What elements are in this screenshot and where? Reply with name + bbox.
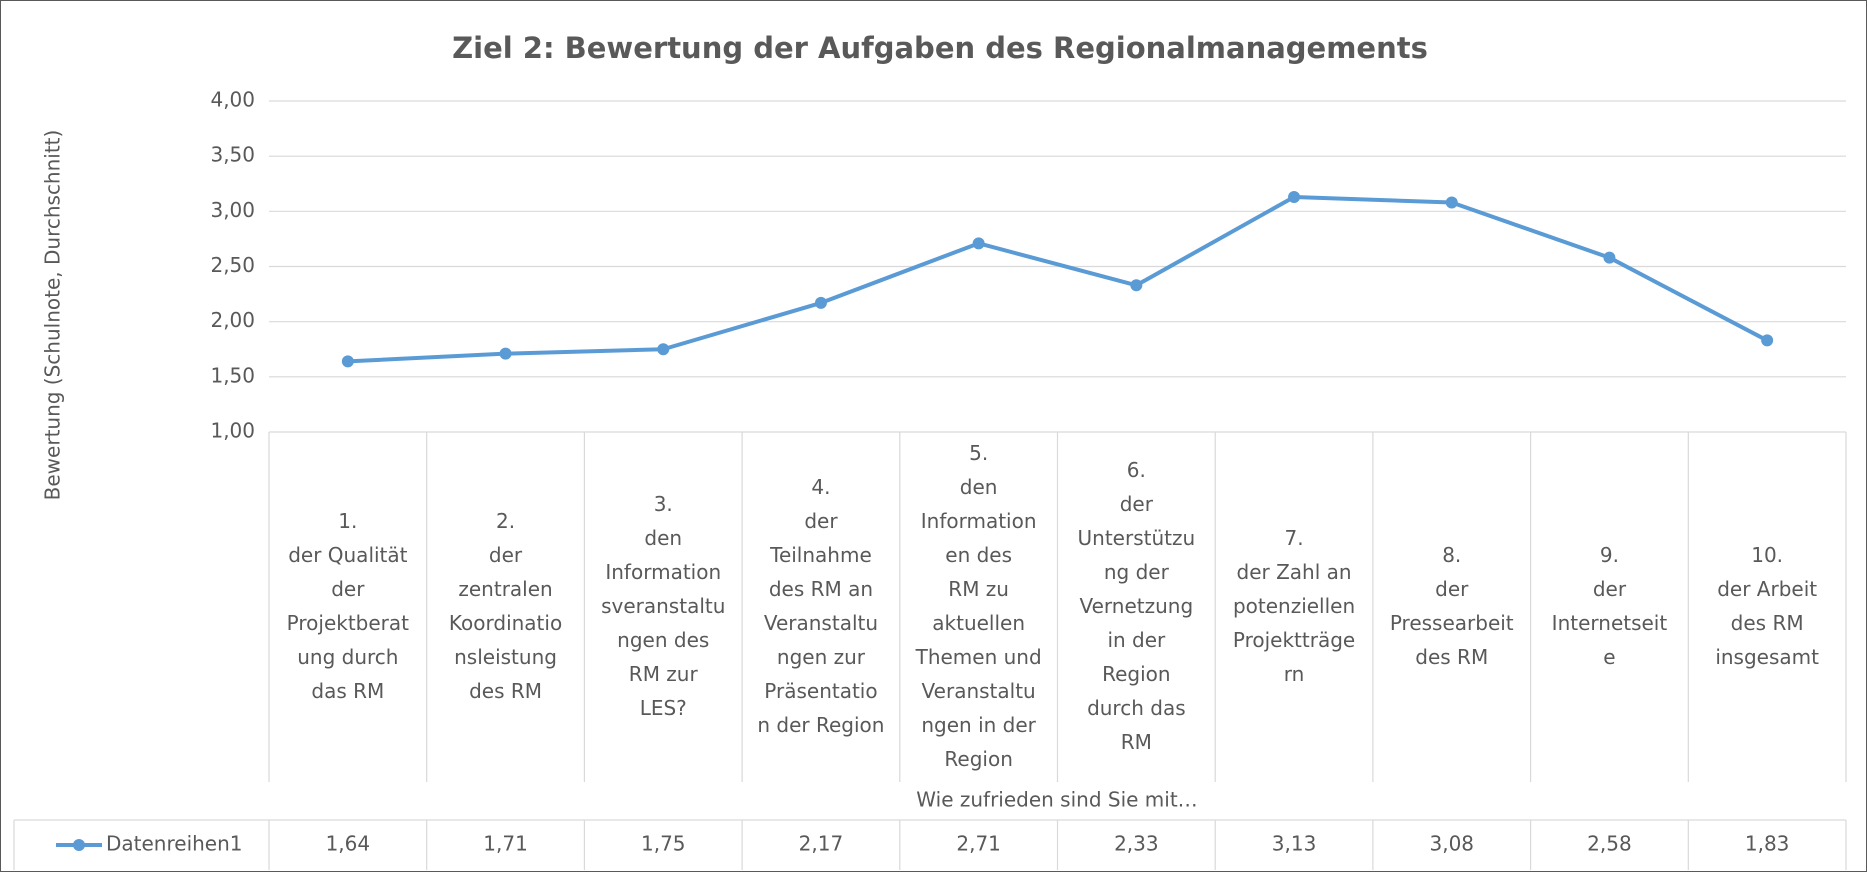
x-tick-label: 3. den Information sveranstaltu ngen des RM z… bbox=[601, 492, 725, 720]
x-axis-label: Wie zufrieden sind Sie mit… bbox=[916, 788, 1197, 812]
table-value: 1,64 bbox=[326, 832, 371, 856]
y-axis-label: Bewertung (Schulnote, Durchschnitt) bbox=[41, 130, 65, 501]
table-value: 1,71 bbox=[483, 832, 528, 856]
marker bbox=[1445, 196, 1458, 209]
table-value: 1,75 bbox=[641, 832, 686, 856]
y-tick-label: 1,50 bbox=[210, 363, 255, 387]
x-tick-label: 7. der Zahl an potenziellen Projektträge rn bbox=[1233, 526, 1355, 686]
x-tick-label: 10. der Arbeit des RM insgesamt bbox=[1715, 543, 1819, 669]
legend-label: Datenreihen1 bbox=[106, 832, 243, 856]
y-tick-label: 3,00 bbox=[210, 198, 255, 222]
x-tick-label: 6. der Unterstützu ng der Vernetzung in der Re… bbox=[1078, 458, 1196, 754]
table-value: 1,83 bbox=[1745, 832, 1790, 856]
x-tick-label: 4. der Teilnahme des RM an Veranstaltu ngen z… bbox=[757, 475, 884, 737]
line bbox=[347, 194, 1769, 364]
y-tick-label: 2,00 bbox=[210, 308, 255, 332]
table-value: 3,08 bbox=[1429, 832, 1474, 856]
y-tick-label: 4,00 bbox=[210, 88, 255, 112]
marker bbox=[972, 237, 985, 250]
x-tick-label: 1. der Qualität der Projektberat ung durch da… bbox=[287, 509, 409, 703]
y-tick-label: 3,50 bbox=[210, 143, 255, 167]
marker bbox=[657, 343, 670, 356]
table-value: 2,33 bbox=[1114, 832, 1159, 856]
legend-marker bbox=[73, 839, 85, 851]
table-value: 2,71 bbox=[956, 832, 1001, 856]
y-tick-label: 2,50 bbox=[210, 253, 255, 277]
marker bbox=[1130, 279, 1143, 292]
chart-title: Ziel 2: Bewertung der Aufgaben des Regio… bbox=[452, 31, 1428, 65]
table-value: 2,58 bbox=[1587, 832, 1632, 856]
table-value: 2,17 bbox=[799, 832, 844, 856]
marker bbox=[341, 355, 354, 368]
marker bbox=[1761, 334, 1774, 347]
x-tick-label: 8. der Pressearbeit des RM bbox=[1390, 543, 1514, 669]
table-value: 3,13 bbox=[1272, 832, 1317, 856]
marker bbox=[499, 347, 512, 360]
marker bbox=[814, 296, 827, 309]
x-tick-label: 2. der zentralen Koordinatio nsleistung des R… bbox=[449, 509, 562, 703]
marker bbox=[1603, 251, 1616, 264]
x-tick-label: 9. der Internetseit e bbox=[1552, 543, 1668, 669]
y-tick-label: 1,00 bbox=[210, 419, 255, 443]
x-tick-label: 5. den Information en des RM zu aktuellen Them… bbox=[915, 441, 1042, 771]
marker bbox=[1288, 190, 1301, 203]
